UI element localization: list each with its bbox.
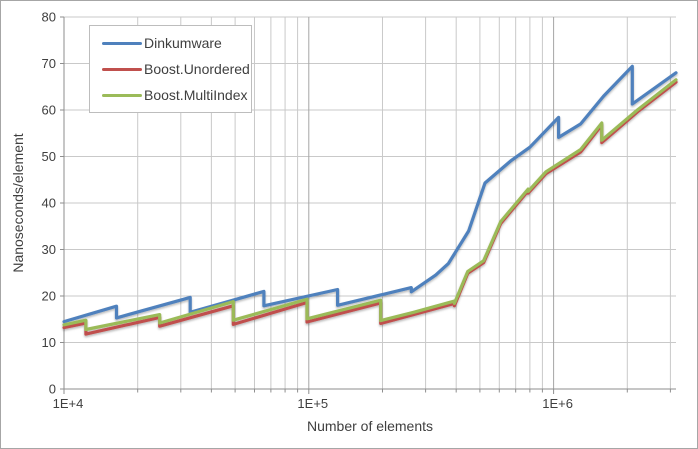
legend-label: Dinkumware <box>144 35 222 51</box>
vertical-gridlines <box>137 17 671 394</box>
y-tick-label: 50 <box>42 149 56 164</box>
series-lines <box>62 64 678 336</box>
y-tick-label: 40 <box>42 196 56 211</box>
legend-label: Boost.Unordered <box>144 61 250 77</box>
y-tick-label: 30 <box>42 242 56 257</box>
x-tick-label: 1E+4 <box>53 396 84 411</box>
x-tick-labels: 1E+4 1E+5 1E+6 <box>53 396 573 411</box>
y-axis-title: Nanoseconds/element <box>10 133 26 273</box>
y-tick-label: 20 <box>42 289 56 304</box>
x-axis-title: Number of elements <box>306 418 434 434</box>
y-tick-label: 0 <box>49 382 56 397</box>
legend-item: Boost.MultiIndex <box>102 87 251 103</box>
series-line-boost-multiindex <box>62 78 678 332</box>
y-tick-label: 60 <box>42 103 56 118</box>
legend-label: Boost.MultiIndex <box>144 87 248 103</box>
legend: Dinkumware Boost.Unordered Boost.MultiInde… <box>89 25 252 113</box>
y-tick-label: 80 <box>42 10 56 25</box>
y-tick-label: 70 <box>42 56 56 71</box>
y-tick-label: 10 <box>42 335 56 350</box>
x-tick-label: 1E+5 <box>297 396 328 411</box>
x-tick-label: 1E+6 <box>542 396 573 411</box>
series-line-dinkumware <box>62 64 678 324</box>
legend-item: Dinkumware <box>102 35 251 51</box>
legend-swatch-icon <box>102 93 142 97</box>
legend-swatch-icon <box>102 41 142 45</box>
legend-item: Boost.Unordered <box>102 61 251 77</box>
legend-swatch-icon <box>102 67 142 71</box>
